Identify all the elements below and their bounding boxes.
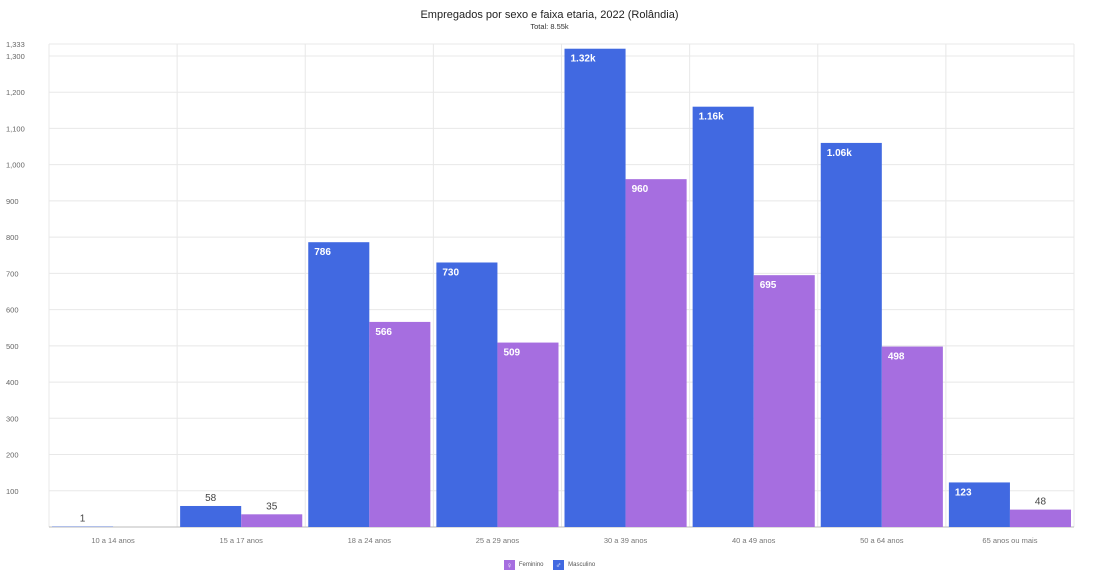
y-tick-label: 900 (6, 197, 19, 206)
y-tick-label: 1,300 (6, 52, 25, 61)
y-tick-label: 500 (6, 342, 19, 351)
data-label: 58 (205, 493, 217, 504)
bar-feminino (881, 346, 943, 527)
y-tick-label: 600 (6, 306, 19, 315)
bar-masculino (564, 48, 626, 528)
y-tick-label: 100 (6, 487, 19, 496)
y-tick-label: 400 (6, 378, 19, 387)
x-tick-label: 65 anos ou mais (982, 536, 1037, 545)
y-tick-label: 1,333 (6, 40, 25, 49)
legend-item-masculino[interactable]: ♂ Masculino (553, 560, 595, 570)
y-tick-label: 1,200 (6, 88, 25, 97)
data-label: 1.32k (571, 54, 596, 65)
data-label: 509 (503, 348, 520, 359)
x-tick-label: 25 a 29 anos (476, 536, 520, 545)
data-label: 1.16k (699, 112, 724, 123)
y-tick-label: 1,100 (6, 124, 25, 133)
chart-header: Empregados por sexo e faixa etaria, 2022… (0, 9, 1099, 32)
data-label: 1 (80, 514, 86, 525)
y-tick-label: 300 (6, 414, 19, 423)
x-tick-label: 50 a 64 anos (860, 536, 904, 545)
data-label: 35 (266, 501, 278, 512)
chart-title: Empregados por sexo e faixa etaria, 2022… (420, 9, 679, 21)
data-label: 566 (375, 327, 392, 338)
bar-feminino (625, 179, 687, 527)
x-tick-label: 15 a 17 anos (220, 536, 264, 545)
legend-item-feminino[interactable]: ♀ Feminino (503, 560, 544, 570)
legend-label: Feminino (518, 562, 544, 568)
x-tick-label: 40 a 49 anos (732, 536, 776, 545)
y-tick-label: 700 (6, 269, 19, 278)
data-label: 48 (1035, 497, 1047, 508)
data-label: 695 (760, 280, 777, 291)
y-tick-label: 1,000 (6, 161, 25, 170)
bar-feminino (753, 275, 815, 527)
female-symbol-icon: ♀ (503, 560, 515, 570)
legend-label: Masculino (568, 562, 596, 568)
bar-feminino (369, 321, 431, 527)
x-tick-label: 30 a 39 anos (604, 536, 648, 545)
bar-masculino (180, 505, 242, 527)
bar-masculino (948, 482, 1010, 527)
data-label: 786 (314, 247, 331, 258)
legend: ♀ Feminino ♂ Masculino (0, 560, 1099, 570)
bar-feminino (241, 514, 303, 527)
bar-masculino (436, 262, 498, 527)
bar-masculino (692, 106, 754, 527)
data-label: 730 (442, 267, 459, 278)
data-label: 1.06k (827, 148, 852, 159)
bar-masculino (820, 142, 882, 527)
y-tick-label: 200 (6, 451, 19, 460)
x-tick-label: 18 a 24 anos (348, 536, 392, 545)
bar-feminino (1009, 509, 1071, 527)
data-label: 960 (632, 184, 649, 195)
male-symbol-icon: ♂ (553, 560, 565, 570)
bar-feminino (497, 342, 559, 527)
data-label: 498 (888, 352, 905, 363)
y-tick-label: 800 (6, 233, 19, 242)
bar-masculino (308, 242, 370, 527)
x-tick-label: 10 a 14 anos (91, 536, 135, 545)
data-label: 123 (955, 487, 972, 498)
chart-subtitle: Total: 8.55k (530, 22, 569, 31)
